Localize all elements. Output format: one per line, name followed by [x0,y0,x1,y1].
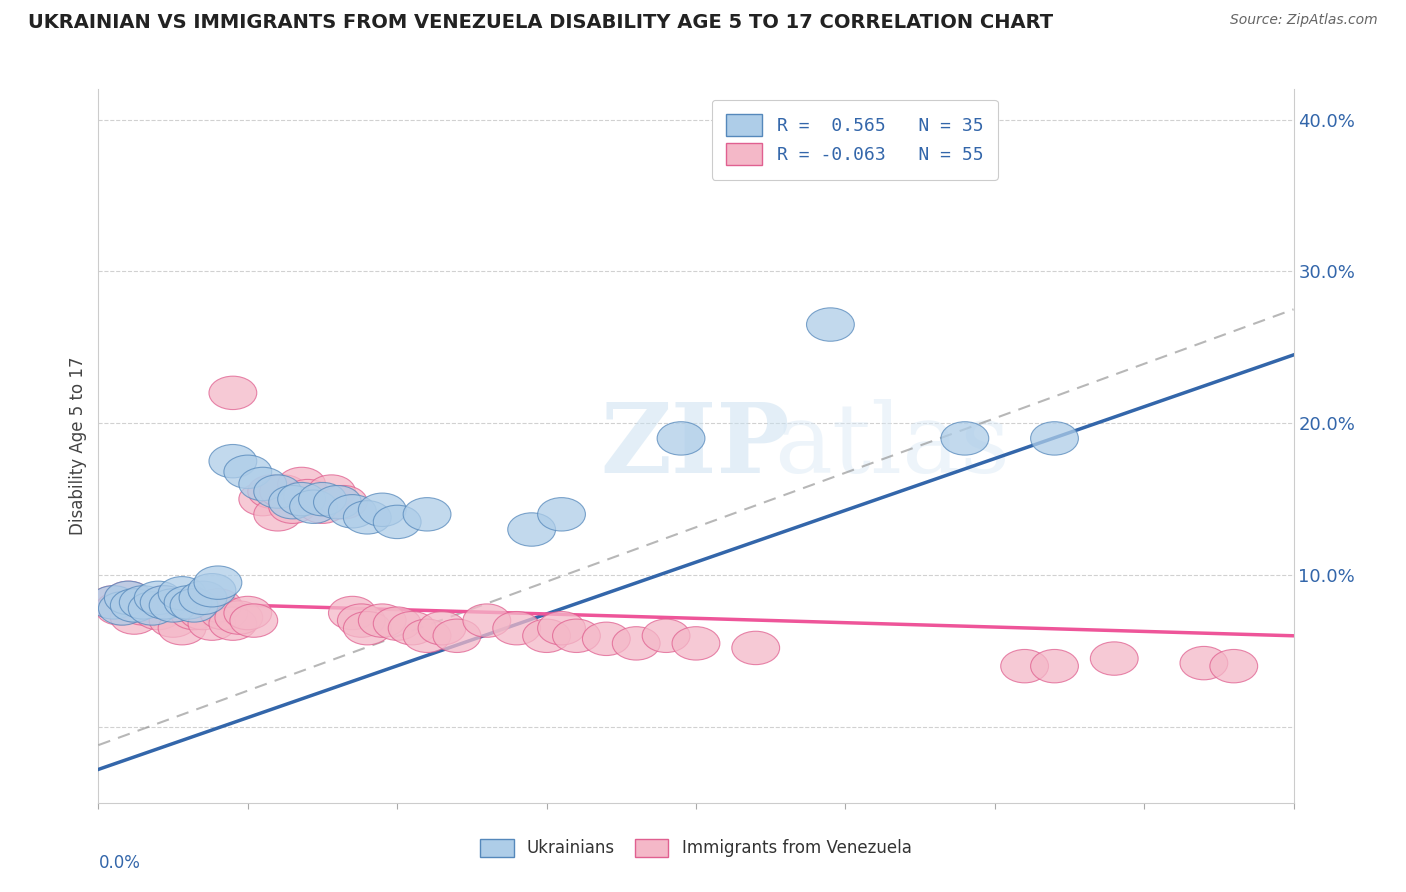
Ellipse shape [135,581,183,615]
Ellipse shape [209,607,257,640]
Ellipse shape [111,601,159,634]
Ellipse shape [254,475,302,508]
Ellipse shape [159,576,207,610]
Ellipse shape [319,485,367,519]
Ellipse shape [104,581,152,615]
Ellipse shape [1180,647,1227,680]
Ellipse shape [90,586,138,619]
Ellipse shape [1031,422,1078,455]
Ellipse shape [170,597,218,630]
Ellipse shape [159,612,207,645]
Ellipse shape [404,498,451,531]
Ellipse shape [463,604,510,637]
Ellipse shape [194,566,242,599]
Ellipse shape [104,581,152,615]
Ellipse shape [247,475,295,508]
Ellipse shape [165,586,212,619]
Ellipse shape [111,589,159,622]
Ellipse shape [523,619,571,652]
Ellipse shape [179,597,226,630]
Ellipse shape [329,597,377,630]
Ellipse shape [284,479,332,513]
Ellipse shape [359,493,406,526]
Ellipse shape [290,490,337,524]
Ellipse shape [149,589,197,622]
Ellipse shape [135,597,183,630]
Ellipse shape [643,619,690,652]
Ellipse shape [298,483,346,516]
Ellipse shape [672,627,720,660]
Ellipse shape [508,513,555,546]
Ellipse shape [433,619,481,652]
Ellipse shape [278,483,326,516]
Ellipse shape [269,490,316,524]
Ellipse shape [314,485,361,519]
Ellipse shape [188,607,236,640]
Ellipse shape [165,589,212,622]
Ellipse shape [359,604,406,637]
Text: atlas: atlas [773,399,1010,493]
Ellipse shape [613,627,661,660]
Ellipse shape [374,607,422,640]
Ellipse shape [343,500,391,534]
Text: UKRAINIAN VS IMMIGRANTS FROM VENEZUELA DISABILITY AGE 5 TO 17 CORRELATION CHART: UKRAINIAN VS IMMIGRANTS FROM VENEZUELA D… [28,13,1053,32]
Ellipse shape [200,597,247,630]
Ellipse shape [120,586,167,619]
Text: ZIP: ZIP [600,399,790,493]
Ellipse shape [582,622,630,656]
Ellipse shape [188,574,236,607]
Ellipse shape [537,498,585,531]
Ellipse shape [298,490,346,524]
Ellipse shape [329,494,377,528]
Ellipse shape [209,376,257,409]
Ellipse shape [231,604,278,637]
Legend: Ukrainians, Immigrants from Venezuela: Ukrainians, Immigrants from Venezuela [472,830,920,866]
Ellipse shape [141,586,188,619]
Ellipse shape [1001,649,1049,683]
Ellipse shape [125,589,173,622]
Ellipse shape [278,467,326,500]
Text: Source: ZipAtlas.com: Source: ZipAtlas.com [1230,13,1378,28]
Ellipse shape [90,586,138,619]
Ellipse shape [941,422,988,455]
Ellipse shape [239,467,287,500]
Ellipse shape [194,589,242,622]
Ellipse shape [96,591,143,625]
Ellipse shape [308,475,356,508]
Ellipse shape [239,483,287,516]
Ellipse shape [1091,642,1139,675]
Ellipse shape [269,485,316,519]
Ellipse shape [215,601,263,634]
Ellipse shape [494,612,541,645]
Ellipse shape [337,604,385,637]
Ellipse shape [120,591,167,625]
Ellipse shape [260,475,308,508]
Ellipse shape [224,597,271,630]
Ellipse shape [209,444,257,478]
Ellipse shape [1211,649,1258,683]
Ellipse shape [141,586,188,619]
Ellipse shape [404,619,451,652]
Ellipse shape [733,632,780,665]
Ellipse shape [657,422,704,455]
Y-axis label: Disability Age 5 to 17: Disability Age 5 to 17 [69,357,87,535]
Ellipse shape [149,604,197,637]
Ellipse shape [1031,649,1078,683]
Ellipse shape [128,591,176,625]
Ellipse shape [374,505,422,539]
Ellipse shape [179,581,226,615]
Text: 0.0%: 0.0% [98,855,141,872]
Ellipse shape [224,455,271,489]
Ellipse shape [388,612,436,645]
Ellipse shape [537,612,585,645]
Ellipse shape [254,498,302,531]
Ellipse shape [807,308,855,342]
Ellipse shape [170,589,218,622]
Ellipse shape [343,612,391,645]
Ellipse shape [553,619,600,652]
Ellipse shape [418,612,465,645]
Ellipse shape [98,591,146,625]
